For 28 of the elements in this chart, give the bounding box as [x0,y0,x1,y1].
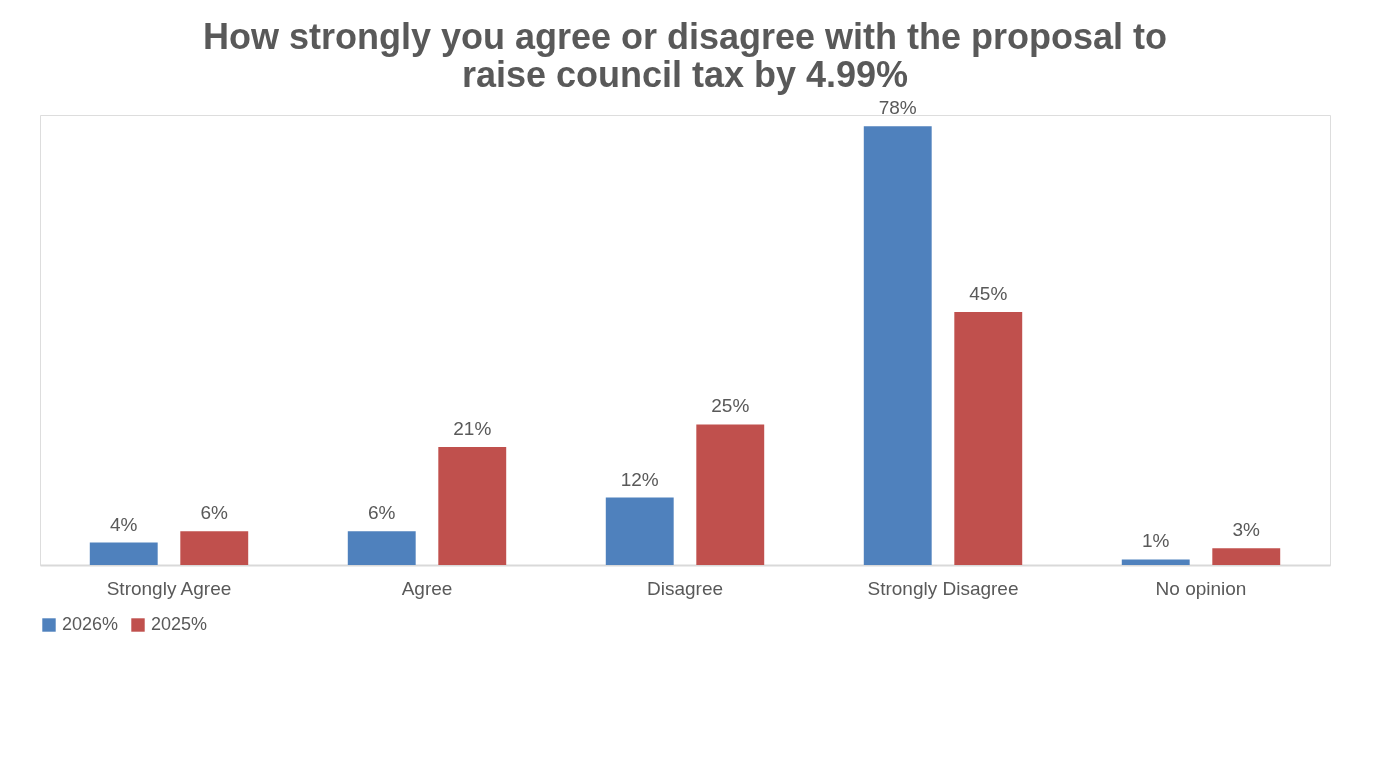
bar [863,126,932,565]
data-label: 4% [110,513,138,535]
bar [605,497,674,565]
data-label: 25% [711,395,750,417]
data-label: 6% [368,502,396,524]
data-label: 1% [1142,530,1170,552]
data-label: 21% [453,417,492,439]
x-tick-label: Strongly Agree [106,577,232,599]
legend-label: 2026% [62,614,119,634]
bar [954,311,1023,565]
data-label: 78% [878,97,917,119]
data-label: 3% [1232,519,1261,541]
bar [180,531,249,565]
x-tick-label: No opinion [1155,577,1247,599]
legend-label: 2025% [151,614,208,634]
x-tick-label: Disagree [646,577,724,599]
bar [1212,548,1281,565]
data-label: 6% [200,502,229,524]
x-tick-label: Strongly Disagree [867,577,1019,599]
bar [347,531,416,565]
bar [1121,559,1190,565]
bar [89,542,158,565]
bar [438,446,507,565]
data-label: 45% [969,282,1008,304]
chart-title: How strongly you agree or disagree with the proposal to raise council tax by 4.99% [202,16,1168,96]
x-tick-label: Agree [401,577,453,599]
bar [696,424,765,565]
data-label: 12% [620,468,659,490]
